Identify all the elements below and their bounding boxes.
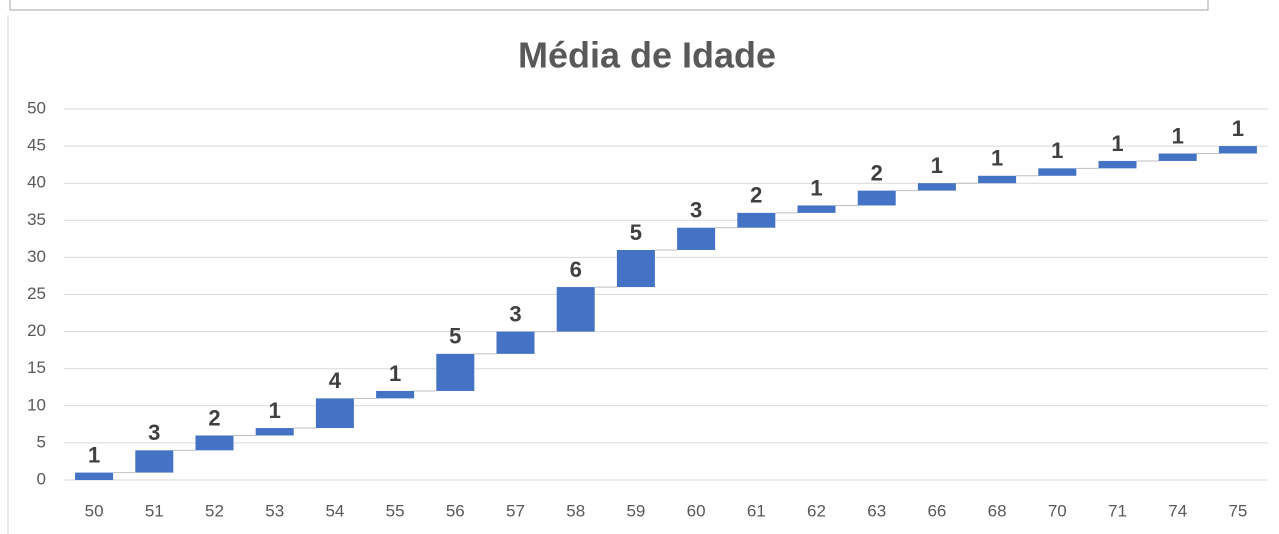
x-tick-label: 70 [1048, 501, 1067, 520]
x-tick-label: 60 [687, 501, 706, 520]
bar [737, 212, 776, 228]
bar [677, 227, 716, 250]
data-label: 1 [931, 153, 943, 178]
y-tick-label: 25 [27, 284, 46, 303]
x-tick-label: 55 [386, 501, 405, 520]
data-label: 2 [750, 183, 762, 208]
x-tick-label: 61 [747, 501, 766, 520]
data-label: 1 [991, 146, 1003, 171]
x-tick-label: 54 [325, 501, 344, 520]
data-label: 1 [810, 175, 822, 200]
x-tick-label: 74 [1168, 501, 1187, 520]
data-label: 6 [570, 257, 582, 282]
data-label: 2 [871, 160, 883, 185]
bar [556, 287, 595, 332]
data-label: 1 [269, 398, 281, 423]
data-label: 5 [630, 220, 642, 245]
data-label: 5 [449, 324, 461, 349]
x-tick-label: 68 [988, 501, 1007, 520]
x-tick-label: 59 [626, 501, 645, 520]
y-tick-label: 20 [27, 321, 46, 340]
bar [1098, 160, 1137, 169]
x-tick-label: 75 [1228, 501, 1247, 520]
bar [917, 183, 956, 191]
x-tick-label: 71 [1108, 501, 1127, 520]
y-tick-label: 15 [27, 358, 46, 377]
data-label: 1 [1172, 123, 1184, 148]
data-label: 2 [208, 405, 220, 430]
x-tick-label: 52 [205, 501, 224, 520]
x-tick-label: 63 [867, 501, 886, 520]
bar [1038, 168, 1077, 176]
bar [1158, 153, 1197, 161]
x-tick-label: 53 [265, 501, 284, 520]
data-label: 1 [88, 442, 100, 467]
bar [75, 472, 114, 480]
data-label: 4 [329, 368, 342, 393]
x-tick-label: 66 [927, 501, 946, 520]
bar [255, 428, 294, 436]
data-label: 1 [389, 361, 401, 386]
y-tick-label: 10 [27, 395, 46, 414]
y-tick-label: 40 [27, 173, 46, 192]
data-label: 1 [1111, 131, 1123, 156]
bar [616, 249, 655, 288]
bar [195, 435, 234, 451]
bar [978, 175, 1017, 184]
bar [376, 390, 415, 399]
y-tick-label: 45 [27, 136, 46, 155]
y-tick-label: 35 [27, 210, 46, 229]
x-tick-label: 58 [566, 501, 585, 520]
y-tick-label: 0 [37, 469, 46, 488]
x-tick-label: 57 [506, 501, 525, 520]
y-tick-label: 50 [27, 98, 46, 117]
data-label: 1 [1051, 138, 1063, 163]
x-tick-label: 56 [446, 501, 465, 520]
bar [135, 450, 174, 473]
bar [315, 398, 354, 429]
data-label: 1 [1232, 116, 1244, 141]
bar [436, 353, 475, 391]
x-tick-label: 62 [807, 501, 826, 520]
x-tick-label: 51 [145, 501, 164, 520]
y-tick-label: 5 [37, 432, 46, 451]
data-label: 3 [148, 420, 160, 445]
bar [496, 331, 535, 354]
bar [797, 205, 836, 213]
bar [1218, 146, 1257, 154]
data-label: 3 [509, 301, 521, 326]
data-label: 3 [690, 198, 702, 223]
x-tick-label: 50 [85, 501, 104, 520]
y-tick-label: 30 [27, 247, 46, 266]
chart-title: Média de Idade [518, 35, 776, 76]
text-box [9, 0, 1209, 11]
bar [857, 190, 896, 206]
